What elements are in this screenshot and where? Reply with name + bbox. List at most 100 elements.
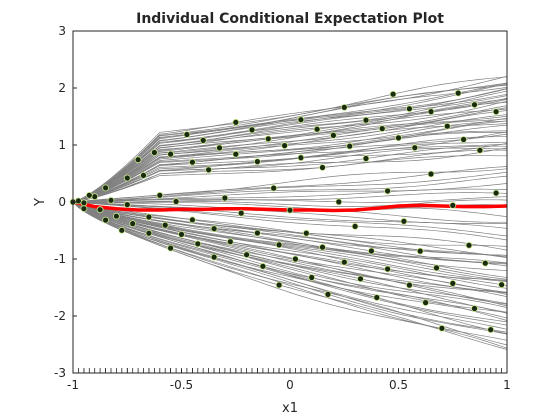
observation-point (226, 238, 234, 246)
ice-curve (72, 76, 508, 203)
y-tick-label: 0 (58, 195, 66, 209)
observation-point (172, 198, 180, 205)
ice-curve (72, 201, 508, 281)
observation-point (248, 126, 256, 134)
observation-point (335, 198, 343, 206)
y-tick-label: 1 (58, 138, 66, 152)
observation-point (329, 131, 337, 139)
ice-curve (72, 201, 508, 308)
observation-point (438, 324, 446, 332)
ice-curve (72, 76, 508, 203)
observation-point (199, 136, 207, 144)
observation-point (297, 154, 305, 162)
chart-title: Individual Conditional Expectation Plot (136, 11, 444, 27)
ice-curve (72, 201, 508, 319)
observation-point (476, 146, 484, 154)
observation-point (102, 184, 109, 192)
observation-point (449, 201, 457, 209)
ice-curve (72, 201, 508, 293)
ice-curve (72, 201, 508, 265)
observation-point (291, 255, 299, 263)
observation-point (156, 191, 164, 199)
observation-point (194, 240, 202, 248)
ice-curve (72, 183, 508, 203)
ice-curve (72, 93, 508, 203)
ice-curve (72, 100, 508, 203)
x-axis-label: x1 (282, 401, 298, 416)
x-tick-label: 0 (286, 378, 294, 392)
x-axis-ticks: -1 -0.5 0 0.5 1 (67, 369, 511, 392)
y-tick-label: -2 (54, 309, 66, 323)
ice-curve (72, 123, 508, 203)
observation-point (395, 134, 402, 142)
observation-point (427, 170, 435, 178)
observation-point (243, 251, 251, 259)
observation-point (253, 229, 261, 237)
ice-curve (72, 201, 508, 313)
observation-point (275, 281, 283, 289)
ice-curve (72, 201, 508, 341)
observation-point (178, 230, 185, 238)
ice-curve (72, 201, 508, 304)
x-tick-label: 1 (503, 378, 511, 392)
observation-point (270, 184, 278, 192)
observation-point (487, 326, 495, 334)
observation-point (481, 259, 489, 267)
observation-point (221, 194, 229, 202)
observation-point (340, 258, 348, 266)
observation-point (454, 89, 462, 97)
rug-marks (72, 368, 503, 373)
y-tick-label: -1 (54, 252, 66, 266)
ice-curve (72, 115, 508, 203)
observation-point (80, 199, 88, 207)
ice-curve (72, 201, 508, 334)
ice-curve (72, 107, 508, 203)
observation-point (183, 131, 191, 138)
observation-point (449, 279, 457, 287)
y-tick-label: -3 (54, 366, 66, 380)
observation-point (362, 155, 370, 162)
ice-curve (72, 95, 508, 203)
x-tick-label: -1 (67, 378, 79, 392)
observation-point (319, 164, 326, 171)
observation-point (302, 229, 310, 237)
observation-point (460, 136, 468, 143)
observation-point (96, 206, 104, 214)
ice-curve (72, 201, 508, 247)
observation-point (340, 104, 348, 111)
observation-point (351, 222, 359, 230)
observation-points (69, 89, 506, 334)
observation-point (400, 217, 408, 225)
observation-point (367, 247, 375, 255)
ice-curve (72, 98, 508, 203)
observation-point (357, 275, 364, 283)
observation-point (188, 158, 196, 166)
ice-curve (72, 171, 508, 203)
observation-point (102, 216, 109, 224)
observation-point (275, 241, 283, 249)
observation-point (113, 212, 120, 220)
y-tick-label: 2 (58, 81, 66, 95)
observation-point (145, 213, 153, 221)
y-axis-ticks: -3 -2 -1 0 1 2 3 (54, 24, 77, 380)
ice-curve (72, 118, 508, 203)
observation-point (161, 221, 169, 229)
ice-curve (72, 201, 508, 251)
ice-curve (72, 201, 508, 314)
observation-point (145, 229, 153, 237)
y-tick-label: 3 (58, 24, 66, 38)
observation-point (123, 201, 131, 209)
observation-point (281, 142, 289, 150)
ice-curve (72, 82, 508, 203)
observation-point (492, 108, 500, 116)
observation-point (232, 150, 240, 158)
observation-point (123, 174, 131, 182)
observation-point (237, 209, 245, 217)
ice-curve (72, 201, 508, 326)
observation-point (118, 226, 126, 234)
y-axis-label: Y (33, 198, 48, 207)
observation-point (85, 191, 93, 199)
ice-curve (72, 155, 507, 203)
ice-curve (72, 168, 508, 203)
observation-point (232, 118, 240, 126)
